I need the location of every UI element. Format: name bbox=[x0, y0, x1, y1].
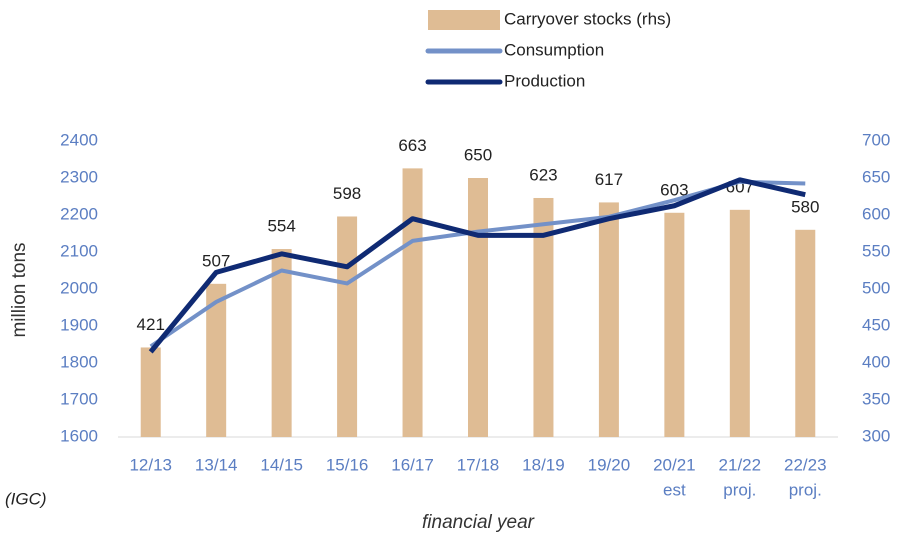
bar bbox=[729, 209, 750, 437]
legend-label: Production bbox=[504, 71, 585, 90]
line bbox=[148, 177, 806, 354]
bar bbox=[533, 197, 554, 437]
y-tick-label: 2400 bbox=[60, 130, 98, 149]
x-tick-sublabel: est bbox=[663, 480, 686, 499]
data-label: 650 bbox=[464, 145, 492, 164]
data-label: 663 bbox=[398, 136, 426, 155]
bar bbox=[402, 168, 423, 437]
data-label: 603 bbox=[660, 180, 688, 199]
data-label: 421 bbox=[137, 315, 165, 334]
x-tick-label: 15/16 bbox=[326, 455, 369, 474]
x-tick-label: 12/13 bbox=[129, 455, 172, 474]
y2-tick-label: 300 bbox=[862, 426, 890, 445]
bar bbox=[795, 229, 816, 437]
x-tick-label: 20/21 bbox=[653, 455, 696, 474]
x-tick-label: 19/20 bbox=[588, 455, 631, 474]
y2-tick-label: 400 bbox=[862, 352, 890, 371]
data-label: 623 bbox=[529, 165, 557, 184]
source: (IGC) bbox=[5, 489, 47, 508]
legend-label: Consumption bbox=[504, 40, 604, 59]
x-tick-label: 14/15 bbox=[260, 455, 303, 474]
bar bbox=[468, 178, 488, 437]
data-label: 554 bbox=[267, 217, 295, 236]
data-label: 507 bbox=[202, 251, 230, 270]
bar bbox=[271, 249, 292, 437]
data-label: 617 bbox=[595, 170, 623, 189]
y2-tick-label: 600 bbox=[862, 204, 890, 223]
bar bbox=[140, 347, 161, 437]
x-tick-sublabel: proj. bbox=[789, 480, 822, 499]
y-tick-label: 1600 bbox=[60, 426, 98, 445]
x-tick-label: 16/17 bbox=[391, 455, 434, 474]
y2-tick-label: 350 bbox=[862, 389, 890, 408]
legend-swatch bbox=[428, 10, 500, 30]
x-tick-label: 17/18 bbox=[457, 455, 500, 474]
y2-tick-label: 700 bbox=[862, 130, 890, 149]
x-tick-label: 13/14 bbox=[195, 455, 238, 474]
bar bbox=[337, 216, 358, 437]
y2-tick-label: 550 bbox=[862, 241, 890, 260]
y-tick-label: 1900 bbox=[60, 315, 98, 334]
x-tick-label: 22/23 bbox=[784, 455, 827, 474]
y-tick-label: 2000 bbox=[60, 278, 98, 297]
y2-tick-label: 450 bbox=[862, 315, 890, 334]
y-tick-label: 2300 bbox=[60, 167, 98, 186]
x-tick-sublabel: proj. bbox=[723, 480, 756, 499]
data-label: 598 bbox=[333, 184, 361, 203]
y-tick-label: 2100 bbox=[60, 241, 98, 260]
x-tick-label: 21/22 bbox=[719, 455, 762, 474]
y2-tick-label: 650 bbox=[862, 167, 890, 186]
x-axis-label: financial year bbox=[422, 512, 535, 533]
y-tick-label: 1800 bbox=[60, 352, 98, 371]
bar bbox=[206, 283, 227, 437]
y-tick-label: 2200 bbox=[60, 204, 98, 223]
line bbox=[149, 179, 806, 349]
y-tick-label: 1700 bbox=[60, 389, 98, 408]
bar bbox=[598, 202, 619, 437]
x-tick-label: 18/19 bbox=[522, 455, 565, 474]
y2-tick-label: 500 bbox=[862, 278, 890, 297]
y-axis-label: million tons bbox=[9, 242, 30, 337]
legend-label: Carryover stocks (rhs) bbox=[504, 9, 671, 28]
bar bbox=[664, 212, 685, 437]
data-label: 580 bbox=[791, 197, 819, 216]
